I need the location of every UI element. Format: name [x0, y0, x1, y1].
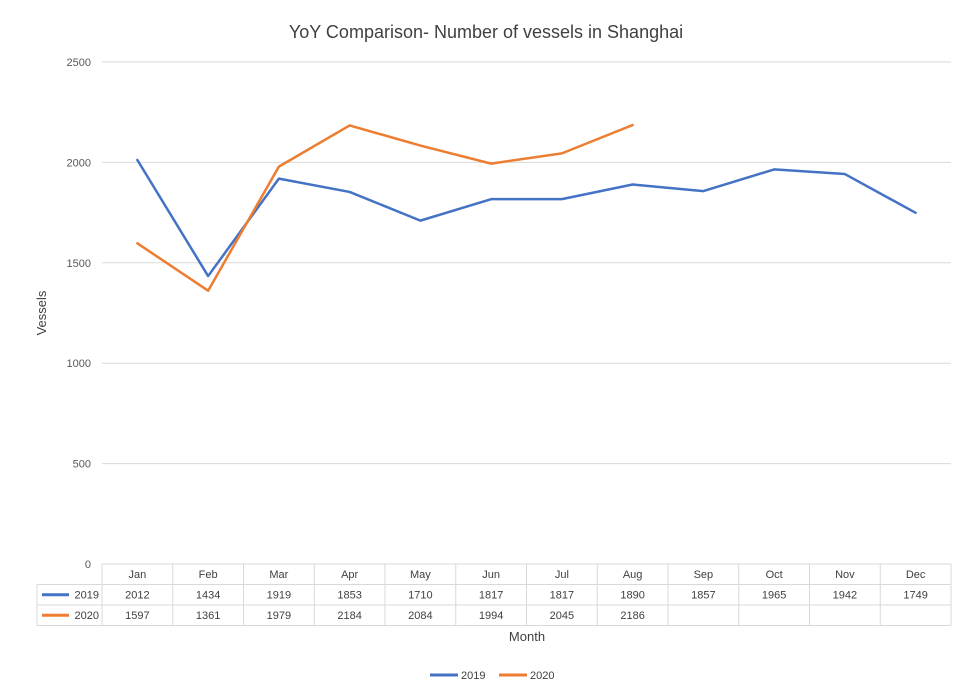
y-tick-label: 2000 — [67, 157, 91, 169]
x-tick-label: Nov — [835, 569, 855, 581]
table-cell-value: 1597 — [125, 610, 149, 622]
y-tick-label: 1500 — [67, 258, 91, 270]
x-axis-title: Month — [509, 629, 545, 644]
table-cell-value: 1942 — [833, 590, 857, 602]
table-row-label: 2019 — [75, 590, 99, 602]
table-cell-value: 1890 — [620, 590, 644, 602]
x-tick-label: Oct — [766, 569, 783, 581]
legend: 2019 2020 — [430, 670, 554, 682]
y-axis-title: Vessels — [34, 290, 49, 335]
x-tick-label: Apr — [341, 569, 358, 581]
y-tick-label: 0 — [85, 559, 91, 571]
x-tick-label: Sep — [694, 569, 714, 581]
table-cell-value: 1710 — [408, 590, 432, 602]
table-cell-value: 1749 — [903, 590, 927, 602]
legend-label: 2019 — [461, 670, 485, 682]
table-cell-value: 1979 — [267, 610, 291, 622]
x-tick-label: Aug — [623, 569, 643, 581]
table-cell-value: 2012 — [125, 590, 149, 602]
x-tick-label: Feb — [199, 569, 218, 581]
y-tick-label: 1000 — [67, 358, 91, 370]
table-cell-value: 1817 — [550, 590, 574, 602]
series-line-2020 — [136, 123, 634, 292]
x-tick-label: Jan — [129, 569, 147, 581]
y-tick-label: 500 — [73, 459, 91, 471]
table-cell-value: 1994 — [479, 610, 503, 622]
table-cell-value: 1857 — [691, 590, 715, 602]
series-line-2019 — [136, 158, 917, 278]
chart-title: YoY Comparison- Number of vessels in Sha… — [289, 22, 683, 42]
table-cell-value: 1853 — [337, 590, 361, 602]
table-cell-value: 1817 — [479, 590, 503, 602]
table-cell-value: 1965 — [762, 590, 786, 602]
x-tick-label: Mar — [269, 569, 288, 581]
data-table: Jan Feb Mar Apr May Jun Jul Aug Sep Oct Nov Dec 2019… — [36, 563, 952, 626]
x-tick-label: Jun — [482, 569, 500, 581]
table-row-label: 2020 — [75, 610, 99, 622]
series-lines — [136, 123, 917, 292]
table-cell-value: 2184 — [337, 610, 361, 622]
y-tick-label: 2500 — [67, 57, 91, 69]
gridlines — [102, 61, 951, 465]
table-cell-value: 1919 — [267, 590, 291, 602]
x-tick-label: May — [410, 569, 431, 581]
x-tick-label: Jul — [555, 569, 569, 581]
table-cell-value: 1434 — [196, 590, 220, 602]
x-tick-label: Dec — [906, 569, 926, 581]
legend-label: 2020 — [530, 670, 554, 682]
table-cell-value: 1361 — [196, 610, 220, 622]
table-cell-value: 2084 — [408, 610, 432, 622]
table-cell-value: 2186 — [620, 610, 644, 622]
y-axis-tick-labels: 0 500 1000 1500 2000 2500 — [67, 57, 91, 571]
table-cell-value: 2045 — [550, 610, 574, 622]
